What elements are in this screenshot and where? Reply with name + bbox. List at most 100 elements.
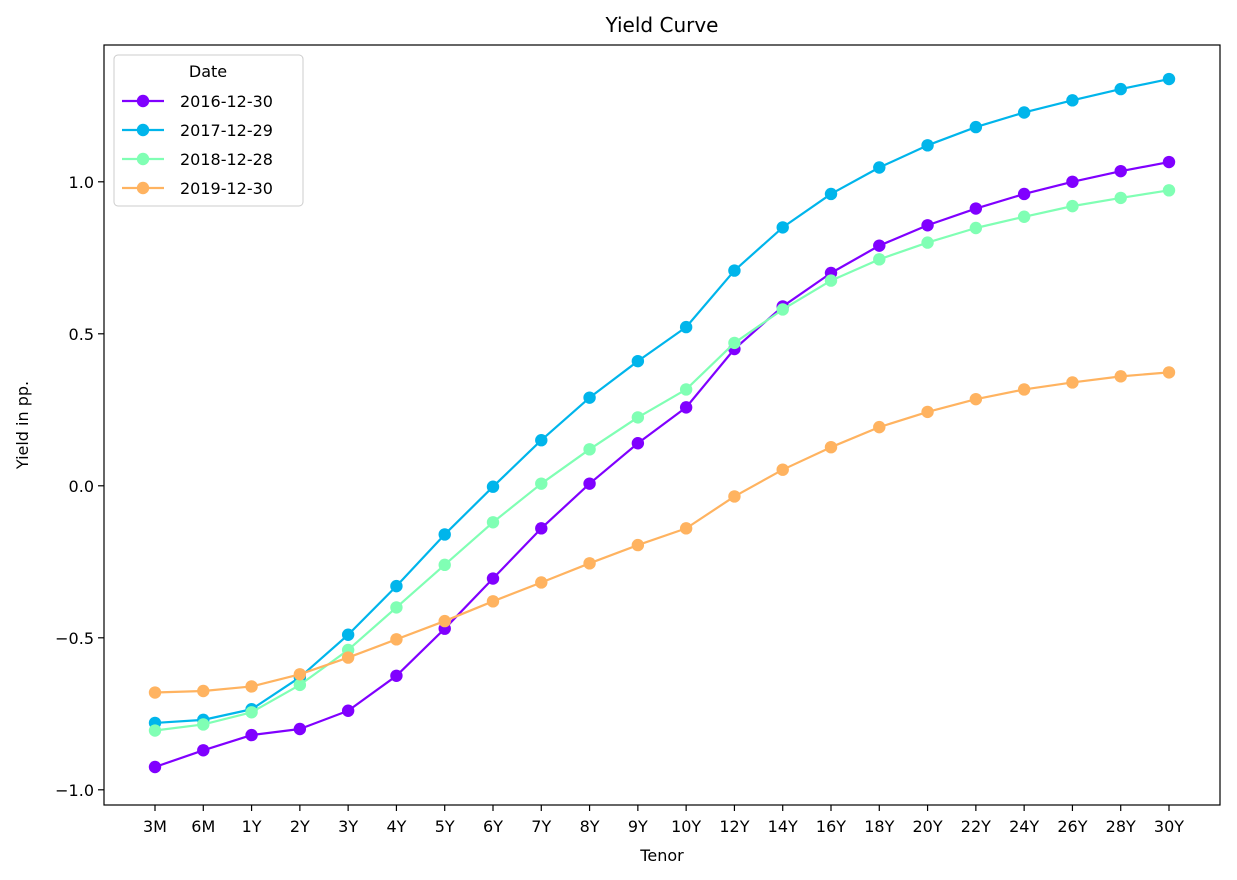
data-point <box>1162 366 1176 379</box>
data-point <box>535 522 548 535</box>
data-point <box>969 120 983 134</box>
x-axis-title: Tenor <box>639 846 684 865</box>
data-point <box>679 383 693 396</box>
x-tick-label: 12Y <box>719 817 749 836</box>
data-point <box>873 253 886 266</box>
data-point <box>873 239 886 252</box>
data-point <box>197 684 210 698</box>
legend-item: 2017-12-29 <box>122 121 273 140</box>
data-point <box>245 728 258 742</box>
x-tick-label: 3Y <box>338 817 358 836</box>
data-point <box>341 704 355 717</box>
data-point <box>197 744 210 757</box>
legend-marker <box>136 94 150 108</box>
x-tick-label: 18Y <box>864 817 894 836</box>
data-point <box>1114 191 1127 205</box>
legend-item: 2016-12-30 <box>122 92 273 111</box>
x-tick-label: 3M <box>143 817 167 836</box>
data-point <box>1114 82 1127 96</box>
data-point <box>486 572 500 585</box>
x-tick-label: 20Y <box>913 817 943 836</box>
data-point <box>631 437 645 450</box>
legend-marker <box>136 123 150 137</box>
data-point <box>1066 199 1079 213</box>
data-point <box>1162 72 1176 86</box>
x-tick-label: 6Y <box>483 817 503 836</box>
data-point <box>969 202 983 215</box>
data-point <box>1017 187 1031 201</box>
x-tick-label: 2Y <box>290 817 310 836</box>
data-point <box>535 576 548 589</box>
data-point <box>486 480 500 493</box>
data-point <box>873 420 886 434</box>
data-point <box>1066 175 1079 188</box>
x-tick-label: 1Y <box>242 817 262 836</box>
data-point <box>679 522 693 535</box>
y-tick-label: −1.0 <box>55 781 94 800</box>
x-tick-label: 7Y <box>531 817 551 836</box>
data-point <box>873 161 886 174</box>
data-point <box>486 516 500 529</box>
data-point <box>921 219 934 232</box>
legend-label: 2017-12-29 <box>180 121 273 140</box>
data-point <box>969 221 983 235</box>
x-tick-label: 30Y <box>1154 817 1184 836</box>
data-point <box>535 477 548 490</box>
data-point <box>824 440 838 454</box>
legend-item: 2019-12-30 <box>122 179 273 198</box>
data-point <box>293 678 307 692</box>
data-point <box>341 628 355 641</box>
data-point <box>390 601 403 614</box>
plot-frame <box>103 44 1221 806</box>
data-point <box>583 557 596 570</box>
legend-title: Date <box>189 62 227 81</box>
x-tick-label: 5Y <box>435 817 455 836</box>
x-tick-label: 28Y <box>1106 817 1136 836</box>
data-point <box>438 558 451 572</box>
data-point <box>1017 210 1031 223</box>
data-point <box>245 680 258 693</box>
data-point <box>148 760 162 774</box>
legend: Date 2016-12-30 2017-12-29 2018-12-28 2019-1… <box>113 54 304 207</box>
data-point <box>438 614 451 628</box>
data-point <box>921 236 934 249</box>
y-tick-label: 0.5 <box>69 325 94 344</box>
data-point <box>245 706 258 719</box>
data-point <box>341 651 355 664</box>
data-point <box>776 463 789 476</box>
data-point <box>583 391 596 404</box>
data-point <box>486 595 500 608</box>
x-tick-label: 14Y <box>768 817 798 836</box>
data-point <box>679 320 693 334</box>
data-point <box>197 718 210 731</box>
chart-title: Yield Curve <box>605 13 719 37</box>
data-point <box>921 139 934 152</box>
data-point <box>535 434 548 447</box>
legend-marker <box>136 152 150 166</box>
series-line <box>154 371 1170 694</box>
data-point <box>148 686 162 699</box>
x-tick-label: 24Y <box>1009 817 1039 836</box>
data-point <box>631 354 645 368</box>
series-line <box>154 77 1170 725</box>
data-point <box>583 477 596 490</box>
x-tick-label: 6M <box>191 817 215 836</box>
data-point <box>390 633 403 646</box>
data-point <box>631 411 645 424</box>
data-point <box>390 579 403 593</box>
data-point <box>1162 155 1176 169</box>
x-tick-label: 8Y <box>580 817 600 836</box>
x-tick-label: 9Y <box>628 817 648 836</box>
series-2016-12-30 <box>148 155 1176 774</box>
data-point <box>293 722 307 736</box>
data-point <box>728 336 741 350</box>
data-point <box>1017 106 1031 119</box>
x-tick-label: 10Y <box>671 817 701 836</box>
y-tick-label: 0.0 <box>69 477 94 496</box>
data-point <box>583 443 596 456</box>
plot-area: 3M 6M 1Y 2Y 3Y 4Y 5Y 6Y 7Y 8Y 9Y 10Y 12Y 14Y 16Y 18Y 20Y… <box>55 44 1221 836</box>
data-point <box>1162 184 1176 197</box>
x-tick-label: 16Y <box>816 817 846 836</box>
data-point <box>969 392 983 406</box>
